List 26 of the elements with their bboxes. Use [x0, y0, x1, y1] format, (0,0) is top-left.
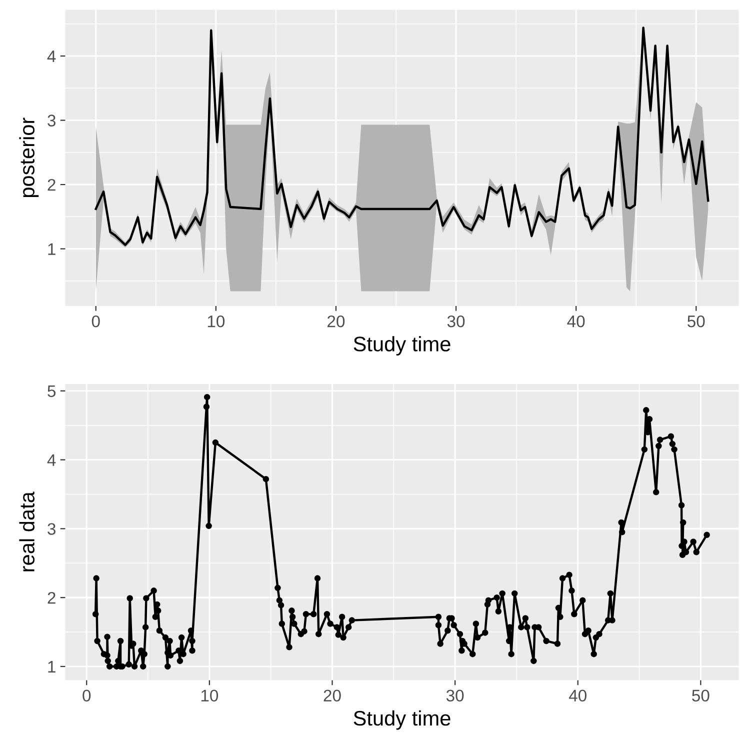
x-tick-label: 50	[692, 690, 710, 702]
x-tick-label: 40	[568, 690, 586, 702]
y-tick-label: 5	[48, 385, 56, 398]
y-tick-label: 4	[47, 454, 56, 466]
y-tick-label: 4	[47, 50, 56, 62]
y-tick-label: 2	[48, 592, 56, 604]
x-tick-label: 0	[82, 690, 91, 702]
x-tick-label: 30	[446, 690, 464, 702]
x-tick-label: 30	[447, 315, 465, 328]
x-axis-title: Study time	[354, 336, 450, 356]
y-tick-label: 3	[48, 523, 56, 535]
x-tick-label: 10	[208, 315, 225, 328]
y-tick-label: 1	[48, 243, 56, 255]
x-tick-label: 40	[567, 315, 585, 328]
x-tick-label: 0	[92, 315, 100, 328]
line-series	[94, 26, 710, 246]
y-tick-label: 3	[48, 114, 56, 126]
y-tick-label: 2	[48, 178, 56, 191]
x-tick-label: 20	[328, 315, 345, 328]
y-axis-title: real data	[19, 492, 35, 572]
x-tick-label: 20	[324, 690, 341, 702]
y-axis-title: posterior	[19, 118, 39, 198]
x-tick-label: 50	[688, 315, 705, 328]
x-tick-label: 10	[201, 690, 218, 702]
x-axis-title: Study time	[354, 710, 450, 730]
y-tick-label: 1	[48, 661, 56, 673]
